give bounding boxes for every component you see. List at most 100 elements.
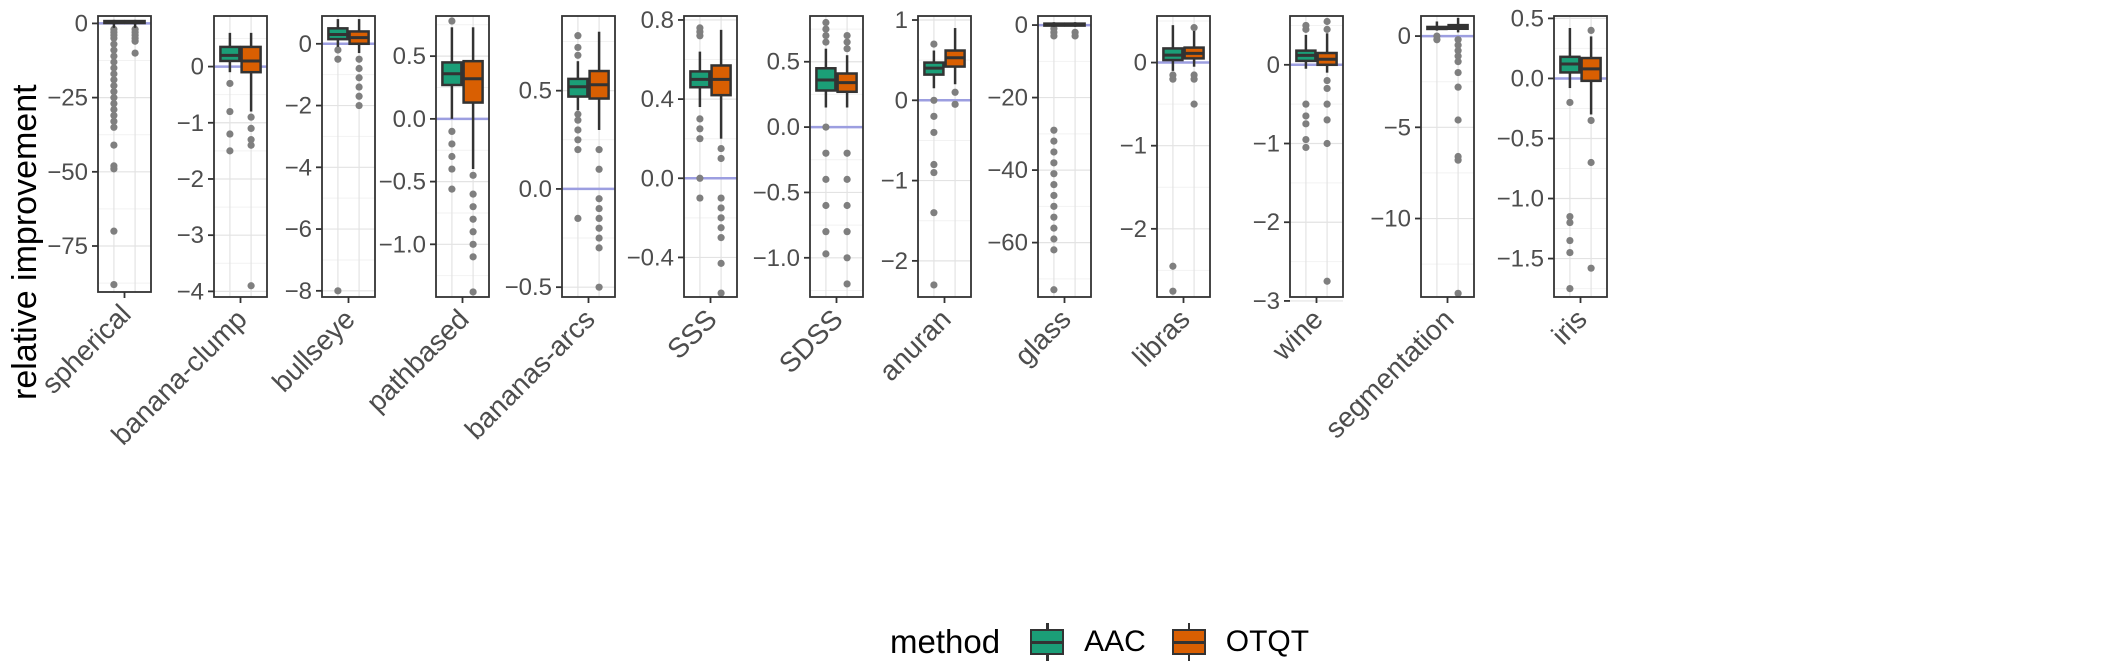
sss-panel-border — [683, 15, 738, 298]
sss-y-tick-label: 0.4 — [641, 86, 674, 113]
segmentation-panel-border — [1420, 15, 1475, 298]
segmentation-otqt-outlier — [1454, 116, 1462, 124]
sss-otqt-outlier — [717, 259, 725, 267]
banana-clump-y-tick-label: −3 — [177, 222, 204, 249]
pathbased-aac-outlier — [448, 140, 456, 148]
wine-aac-outlier — [1302, 120, 1310, 128]
anuran-otqt-outlier — [951, 100, 959, 108]
bananas-arcs-aac-outlier — [574, 146, 582, 154]
wine-otqt-outlier — [1323, 116, 1331, 124]
libras-y-tick-label: −2 — [1120, 216, 1147, 243]
sdss-otqt-outlier — [843, 175, 851, 183]
bananas-arcs-aac-outlier — [574, 51, 582, 59]
segmentation-y-tick-label: −5 — [1384, 114, 1411, 141]
spherical-aac-outlier — [110, 70, 118, 78]
sdss-aac-outlier — [822, 201, 830, 210]
banana-clump-otqt-outlier — [247, 113, 255, 121]
glass-aac-outlier — [1050, 32, 1058, 40]
bullseye-y-tick-label: −6 — [285, 216, 312, 243]
bananas-arcs-otqt-outlier — [595, 283, 603, 291]
segmentation-otqt-outlier — [1454, 156, 1462, 164]
wine-y-tick-label: −2 — [1253, 209, 1280, 236]
spherical-facet-label: spherical — [36, 298, 137, 399]
glass-y-tick-label: −20 — [987, 85, 1028, 112]
bullseye-panel-border — [321, 15, 376, 298]
sdss-aac-outlier — [822, 32, 830, 40]
glass-facet-label: glass — [1009, 303, 1077, 371]
iris-aac-outlier — [1566, 218, 1574, 227]
sdss-otqt-outlier — [843, 32, 851, 40]
glass-panel-border — [1037, 15, 1092, 298]
spherical-aac-outlier — [110, 280, 118, 289]
sdss-aac-outlier — [822, 175, 830, 183]
sss-aac-outlier — [696, 125, 704, 133]
pathbased-otqt-outlier — [469, 253, 477, 261]
sss-otqt-outlier — [717, 224, 725, 232]
iris-aac-outlier — [1566, 284, 1574, 293]
sdss-otqt-outlier — [843, 228, 851, 236]
iris-y-tick-label: 0.5 — [1511, 5, 1544, 32]
iris-y-tick-label: 0.0 — [1511, 65, 1544, 92]
iris-facet-label: iris — [1546, 303, 1593, 350]
glass-aac-outlier — [1050, 170, 1058, 178]
pathbased-otqt-outlier — [469, 171, 477, 179]
sdss-aac-outlier — [822, 38, 830, 46]
sdss-facet-label: SDSS — [773, 303, 849, 379]
spherical-aac-outlier — [110, 99, 118, 108]
glass-aac-outlier — [1050, 159, 1058, 167]
sdss-aac-outlier — [822, 18, 830, 27]
anuran-y-tick-label: −1 — [881, 168, 908, 195]
legend-key-otqt — [1164, 623, 1214, 661]
spherical-aac-outlier — [110, 227, 118, 235]
pathbased-aac-outlier — [448, 185, 456, 193]
wine-y-tick-label: −3 — [1253, 288, 1280, 315]
spherical-y-tick-label: 0 — [75, 10, 88, 37]
sdss-otqt-outlier — [843, 38, 851, 46]
bullseye-y-tick-label: 0 — [299, 31, 312, 58]
glass-aac-outlier — [1050, 126, 1058, 134]
wine-otqt-outlier — [1323, 139, 1331, 148]
glass-aac-outlier — [1050, 213, 1058, 221]
glass-y-tick-label: 0 — [1015, 12, 1028, 39]
sss-aac-outlier — [696, 115, 704, 123]
glass-aac-outlier — [1050, 191, 1058, 200]
sdss-otqt-outlier — [843, 254, 851, 262]
spherical-aac-outlier — [110, 141, 118, 149]
bananas-arcs-y-tick-label: −0.5 — [505, 274, 552, 301]
segmentation-otqt-outlier — [1454, 68, 1462, 77]
pathbased-otqt-outlier — [469, 228, 477, 236]
banana-clump-y-tick-label: −1 — [177, 110, 204, 137]
sss-aac-outlier — [696, 135, 704, 143]
sdss-aac-outlier — [822, 25, 830, 33]
iris-aac-outlier — [1566, 236, 1574, 245]
wine-aac-outlier — [1302, 135, 1310, 144]
pathbased-aac-outlier — [448, 152, 456, 161]
spherical-aac-outlier — [110, 40, 118, 48]
wine-otqt-outlier — [1323, 84, 1331, 93]
bananas-arcs-aac-outlier — [574, 136, 582, 144]
sss-otqt-outlier — [717, 154, 725, 163]
pathbased-y-tick-label: 0.0 — [393, 106, 426, 133]
libras-y-tick-label: −1 — [1120, 133, 1147, 160]
bullseye-y-tick-label: −8 — [285, 278, 312, 305]
bullseye-otqt-outlier — [355, 64, 363, 73]
spherical-aac-outlier — [110, 88, 118, 96]
segmentation-otqt-outlier — [1454, 41, 1462, 49]
segmentation-y-tick-label: 0 — [1398, 23, 1411, 50]
anuran-aac-outlier — [930, 281, 938, 289]
segmentation-otqt-outlier — [1454, 47, 1462, 55]
legend-title: method — [890, 623, 1001, 660]
banana-clump-otqt-outlier — [247, 141, 255, 149]
anuran-facet-label: anuran — [873, 303, 957, 387]
pathbased-facet-label: pathbased — [360, 303, 474, 417]
anuran-aac-outlier — [930, 40, 938, 48]
bullseye-y-tick-label: −4 — [285, 154, 312, 181]
legend-item-aac: AAC — [1022, 623, 1146, 661]
spherical-aac-outlier — [110, 82, 118, 90]
sss-aac-outlier — [696, 174, 704, 182]
libras-y-tick-label: 0 — [1134, 50, 1147, 77]
anuran-y-tick-label: −2 — [881, 248, 908, 275]
legend-label-otqt: OTQT — [1225, 625, 1310, 658]
sdss-otqt-outlier — [843, 280, 851, 288]
